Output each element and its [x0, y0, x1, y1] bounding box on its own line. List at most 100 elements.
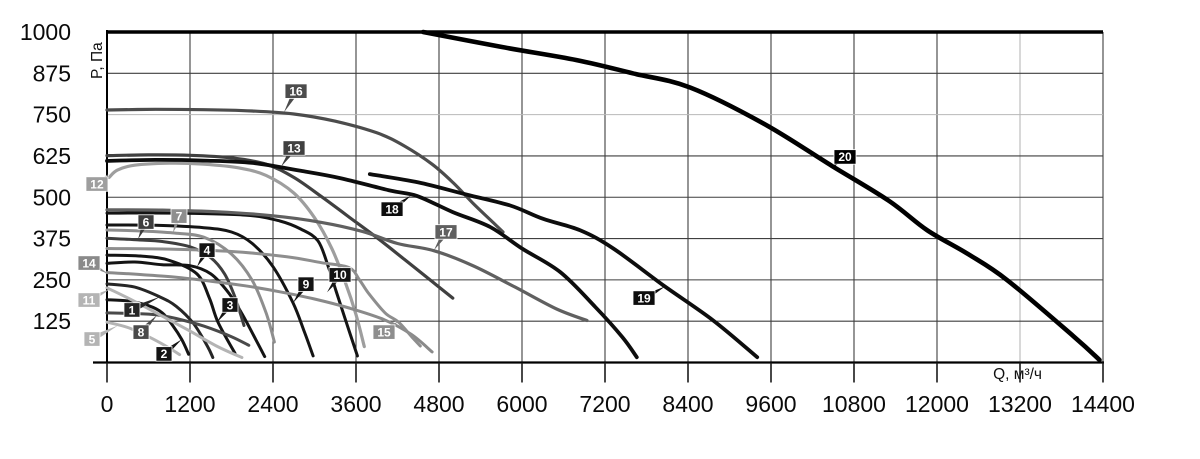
curves-layer — [105, 29, 1102, 363]
label-box-18 — [380, 201, 404, 217]
curve-label-16: 16 — [284, 83, 308, 113]
label-box-12 — [85, 176, 109, 192]
y-tick-label-125: 125 — [33, 308, 71, 334]
x-axis-title: Q, м³/ч — [993, 366, 1042, 383]
label-number-6: 6 — [143, 215, 150, 229]
label-box-17 — [434, 224, 458, 240]
label-box-11 — [77, 292, 101, 308]
label-number-1: 1 — [129, 303, 136, 317]
curve-12 — [107, 161, 366, 349]
label-number-18: 18 — [385, 202, 399, 216]
label-number-13: 13 — [287, 141, 301, 155]
label-box-6 — [137, 214, 155, 230]
label-number-9: 9 — [303, 277, 310, 291]
curve-label-10: 10 — [327, 267, 352, 293]
curve-20 — [420, 29, 1102, 363]
curve-label-9: 9 — [293, 276, 315, 303]
curve-label-2: 2 — [155, 339, 182, 362]
label-number-3: 3 — [227, 298, 234, 312]
x-tick-label-2400: 2400 — [247, 391, 298, 417]
label-box-13 — [282, 140, 306, 156]
curve-9 — [105, 223, 315, 358]
grid-layer — [107, 32, 1104, 363]
x-tick-label-1200: 1200 — [164, 391, 215, 417]
label-number-20: 20 — [838, 150, 852, 164]
curve-10 — [105, 211, 359, 358]
curve-7 — [105, 228, 276, 344]
label-box-19 — [632, 290, 656, 306]
label-box-5 — [83, 331, 101, 347]
x-tick-label-4800: 4800 — [413, 391, 464, 417]
curve-label-6: 6 — [137, 214, 155, 240]
curve-label-20: 20 — [831, 149, 857, 168]
label-number-4: 4 — [204, 243, 211, 257]
label-number-7: 7 — [176, 209, 183, 223]
curve-label-13: 13 — [281, 140, 306, 167]
label-number-14: 14 — [82, 256, 96, 270]
y-tick-label-250: 250 — [33, 267, 71, 293]
tick-labels-layer: 0 1200 2400 3600 4800 6000 7200 8400 9600 10800 12… — [20, 19, 1135, 417]
y-tick-label-375: 375 — [33, 226, 71, 252]
curve-17 — [105, 208, 589, 323]
label-number-2: 2 — [161, 347, 168, 361]
x-tick-label-10800: 10800 — [822, 391, 886, 417]
label-number-17: 17 — [439, 225, 453, 239]
curve-label-5: 5 — [83, 325, 118, 347]
label-number-16: 16 — [289, 84, 303, 98]
label-box-20 — [833, 149, 857, 165]
x-tick-label-8400: 8400 — [662, 391, 713, 417]
label-number-19: 19 — [637, 291, 651, 305]
label-number-11: 11 — [83, 293, 96, 307]
y-tick-label-500: 500 — [33, 184, 71, 210]
label-number-12: 12 — [90, 177, 104, 191]
label-box-3 — [221, 297, 239, 313]
curve-label-19: 19 — [632, 286, 665, 306]
y-tick-label-750: 750 — [33, 102, 71, 128]
curve-label-17: 17 — [434, 224, 458, 251]
label-box-9 — [297, 276, 315, 292]
curve-label-3: 3 — [217, 297, 239, 323]
curve-3 — [105, 253, 237, 355]
label-box-7 — [170, 208, 188, 224]
x-tick-label-7200: 7200 — [579, 391, 630, 417]
x-tick-label-9600: 9600 — [745, 391, 796, 417]
curve-18 — [105, 157, 639, 360]
curve-15 — [105, 246, 422, 348]
y-tick-label-625: 625 — [33, 143, 71, 169]
label-number-15: 15 — [377, 325, 391, 339]
x-tick-label-13200: 13200 — [988, 391, 1052, 417]
curve-label-15: 15 — [372, 321, 398, 340]
label-number-8: 8 — [138, 325, 145, 339]
label-box-10 — [328, 267, 352, 283]
label-box-16 — [284, 83, 308, 99]
curve-label-12: 12 — [85, 174, 109, 192]
curve-label-14: 14 — [77, 255, 108, 274]
curve-16 — [105, 107, 505, 234]
curve-11 — [105, 286, 244, 359]
x-tick-label-14400: 14400 — [1071, 391, 1135, 417]
x-tick-label-12000: 12000 — [905, 391, 969, 417]
curve-19 — [367, 172, 760, 360]
curve-1 — [105, 282, 215, 359]
x-tick-label-0: 0 — [101, 391, 114, 417]
curve-13 — [105, 153, 455, 300]
y-axis-title: P, Па — [89, 42, 106, 79]
y-tick-label-875: 875 — [33, 60, 71, 86]
label-number-10: 10 — [333, 268, 347, 282]
label-box-8 — [132, 324, 150, 340]
x-tick-label-6000: 6000 — [496, 391, 547, 417]
y-tick-label-1000: 1000 — [20, 19, 71, 45]
curve-label-11: 11 — [77, 289, 110, 308]
curve-label-1: 1 — [123, 296, 160, 318]
label-number-5: 5 — [89, 332, 96, 346]
x-tick-label-3600: 3600 — [330, 391, 381, 417]
curve-4 — [105, 260, 267, 359]
curve-14 — [105, 271, 434, 354]
axes-layer — [93, 30, 1104, 383]
label-box-2 — [155, 346, 173, 362]
curve-label-8: 8 — [132, 315, 157, 340]
label-box-14 — [77, 255, 101, 271]
